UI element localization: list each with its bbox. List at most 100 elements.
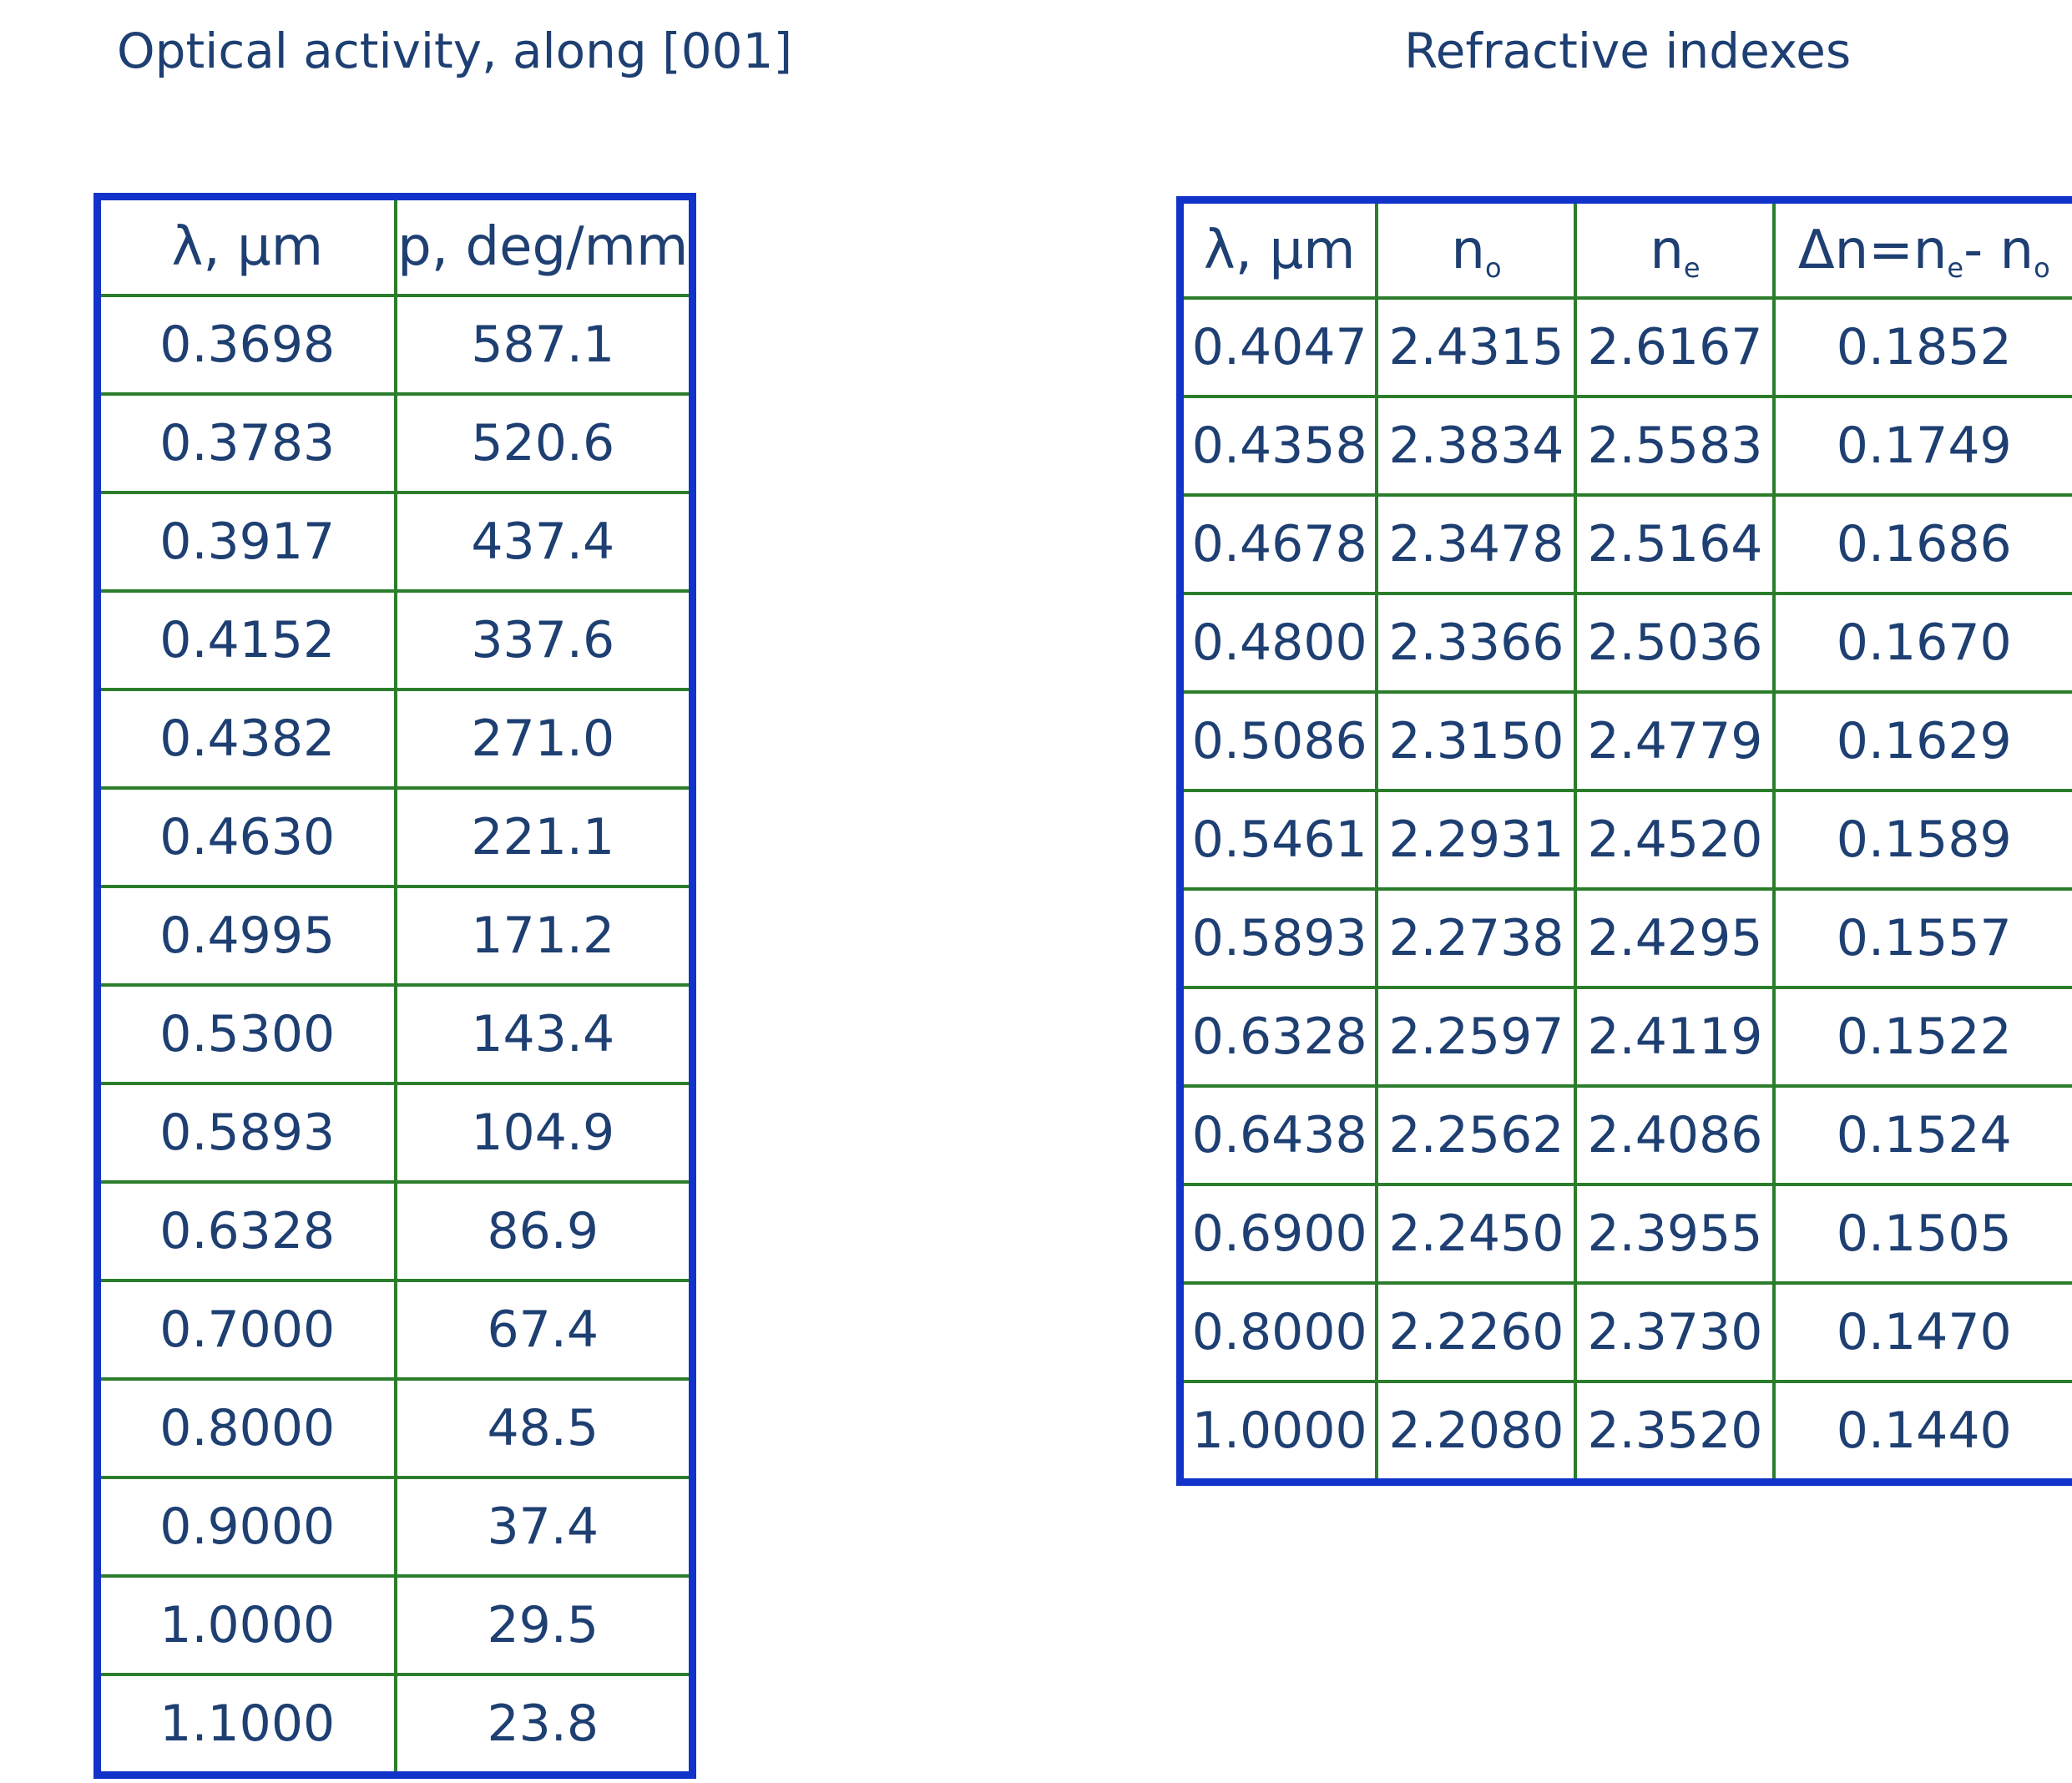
table-row: 0.3698 587.1 (97, 294, 693, 396)
wavelength-cell: 0.5893 (1180, 887, 1379, 989)
table-row: 0.4995 171.2 (97, 885, 693, 987)
n-o-cell: 2.2260 (1375, 1281, 1578, 1383)
n-o-cell: 2.2450 (1375, 1183, 1578, 1285)
rotation-cell: 437.4 (393, 491, 693, 593)
table-row: 0.6328 86.9 (97, 1180, 693, 1282)
table-row: 0.8000 48.5 (97, 1377, 693, 1479)
refractive-indexes-title: Refractive indexes (1404, 23, 1852, 79)
wavelength-cell: 0.5461 (1180, 789, 1379, 891)
n-e-cell: 2.4779 (1574, 690, 1776, 792)
rotation-cell: 104.9 (393, 1082, 693, 1184)
wavelength-cell: 0.6900 (1180, 1183, 1379, 1285)
header-n-e: ne (1574, 200, 1776, 300)
table-row: 0.4152 337.6 (97, 589, 693, 691)
refractive-indexes-table: λ, μm no ne Δn=ne- no 0.4047 2.4315 2.6167… (1176, 196, 2072, 1486)
table-row: 0.4800 2.3366 2.5036 0.1670 (1180, 592, 2072, 694)
birefringence-cell: 0.1557 (1772, 887, 2072, 989)
rotation-cell: 37.4 (393, 1476, 693, 1578)
birefringence-cell: 0.1524 (1772, 1084, 2072, 1186)
wavelength-cell: 0.3783 (97, 392, 397, 494)
wavelength-cell: 0.3698 (97, 294, 397, 396)
wavelength-cell: 1.0000 (97, 1574, 397, 1676)
wavelength-cell: 0.4800 (1180, 592, 1379, 694)
wavelength-cell: 0.4630 (97, 786, 397, 888)
wavelength-cell: 0.5300 (97, 983, 397, 1085)
rotation-cell: 221.1 (393, 786, 693, 888)
header-wavelength: λ, μm (1180, 200, 1379, 300)
table-row: 0.4358 2.3834 2.5583 0.1749 (1180, 395, 2072, 497)
header-rotation: p, deg/mm (393, 196, 693, 297)
n-o-cell: 2.3478 (1375, 493, 1578, 595)
table-row: 0.8000 2.2260 2.3730 0.1470 (1180, 1281, 2072, 1383)
header-row: λ, μm no ne Δn=ne- no (1180, 200, 2072, 300)
table-row: 0.5086 2.3150 2.4779 0.1629 (1180, 690, 2072, 792)
rotation-cell: 587.1 (393, 294, 693, 396)
birefringence-cell: 0.1470 (1772, 1281, 2072, 1383)
rotation-cell: 67.4 (393, 1279, 693, 1381)
wavelength-cell: 0.4678 (1180, 493, 1379, 595)
wavelength-cell: 0.4047 (1180, 296, 1379, 398)
table-row: 1.1000 23.8 (97, 1673, 693, 1775)
n-o-cell: 2.2562 (1375, 1084, 1578, 1186)
table-row: 0.3917 437.4 (97, 491, 693, 593)
rotation-cell: 520.6 (393, 392, 693, 494)
rotation-cell: 171.2 (393, 885, 693, 987)
n-o-cell: 2.2080 (1375, 1380, 1578, 1482)
rotation-cell: 29.5 (393, 1574, 693, 1676)
table-row: 0.6438 2.2562 2.4086 0.1524 (1180, 1084, 2072, 1186)
wavelength-cell: 0.6328 (97, 1180, 397, 1282)
n-e-cell: 2.4520 (1574, 789, 1776, 891)
header-row: λ, μm p, deg/mm (97, 196, 693, 297)
wavelength-cell: 1.1000 (97, 1673, 397, 1775)
n-e-cell: 2.4295 (1574, 887, 1776, 989)
n-e-cell: 2.3520 (1574, 1380, 1776, 1482)
wavelength-cell: 0.6328 (1180, 986, 1379, 1088)
rotation-cell: 271.0 (393, 688, 693, 790)
birefringence-cell: 0.1749 (1772, 395, 2072, 497)
wavelength-cell: 0.9000 (97, 1476, 397, 1578)
optical-activity-title: Optical activity, along [001] (117, 23, 793, 79)
table-row: 0.6900 2.2450 2.3955 0.1505 (1180, 1183, 2072, 1285)
table-row: 0.6328 2.2597 2.4119 0.1522 (1180, 986, 2072, 1088)
rotation-cell: 23.8 (393, 1673, 693, 1775)
table-row: 0.3783 520.6 (97, 392, 693, 494)
wavelength-cell: 0.4152 (97, 589, 397, 691)
table-row: 0.5893 104.9 (97, 1082, 693, 1184)
wavelength-cell: 0.4382 (97, 688, 397, 790)
birefringence-cell: 0.1629 (1772, 690, 2072, 792)
wavelength-cell: 0.3917 (97, 491, 397, 593)
wavelength-cell: 0.5086 (1180, 690, 1379, 792)
birefringence-cell: 0.1440 (1772, 1380, 2072, 1482)
birefringence-cell: 0.1686 (1772, 493, 2072, 595)
birefringence-cell: 0.1505 (1772, 1183, 2072, 1285)
table-row: 0.4382 271.0 (97, 688, 693, 790)
table-row: 0.4678 2.3478 2.5164 0.1686 (1180, 493, 2072, 595)
optical-activity-table: λ, μm p, deg/mm 0.3698 587.1 0.3783 520.6 0.… (93, 193, 696, 1779)
birefringence-cell: 0.1589 (1772, 789, 2072, 891)
birefringence-cell: 0.1522 (1772, 986, 2072, 1088)
n-e-cell: 2.3955 (1574, 1183, 1776, 1285)
table-row: 0.5893 2.2738 2.4295 0.1557 (1180, 887, 2072, 989)
wavelength-cell: 0.6438 (1180, 1084, 1379, 1186)
table-row: 0.4047 2.4315 2.6167 0.1852 (1180, 296, 2072, 398)
n-o-cell: 2.2738 (1375, 887, 1578, 989)
rotation-cell: 48.5 (393, 1377, 693, 1479)
rotation-cell: 143.4 (393, 983, 693, 1085)
n-e-cell: 2.6167 (1574, 296, 1776, 398)
table-row: 0.4630 221.1 (97, 786, 693, 888)
table-row: 0.5300 143.4 (97, 983, 693, 1085)
n-e-cell: 2.4086 (1574, 1084, 1776, 1186)
n-o-cell: 2.3366 (1375, 592, 1578, 694)
n-e-cell: 2.5164 (1574, 493, 1776, 595)
header-n-o: no (1375, 200, 1578, 300)
n-o-cell: 2.3834 (1375, 395, 1578, 497)
table-row: 1.0000 2.2080 2.3520 0.1440 (1180, 1380, 2072, 1482)
wavelength-cell: 0.4995 (97, 885, 397, 987)
n-e-cell: 2.5583 (1574, 395, 1776, 497)
n-o-cell: 2.2931 (1375, 789, 1578, 891)
n-o-cell: 2.2597 (1375, 986, 1578, 1088)
wavelength-cell: 0.5893 (97, 1082, 397, 1184)
table-row: 0.5461 2.2931 2.4520 0.1589 (1180, 789, 2072, 891)
n-e-cell: 2.5036 (1574, 592, 1776, 694)
n-o-cell: 2.3150 (1375, 690, 1578, 792)
